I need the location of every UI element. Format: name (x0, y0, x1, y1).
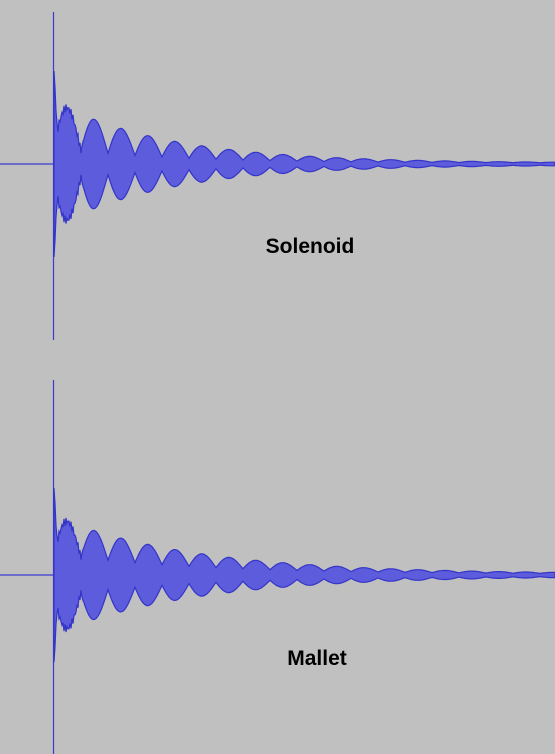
waveform-mallet (0, 380, 555, 754)
label-mallet: Mallet (287, 647, 347, 670)
waveform-solenoid (0, 12, 555, 340)
waveform-envelope (53, 70, 555, 258)
waveform-envelope (53, 487, 555, 663)
label-solenoid: Solenoid (266, 235, 355, 258)
